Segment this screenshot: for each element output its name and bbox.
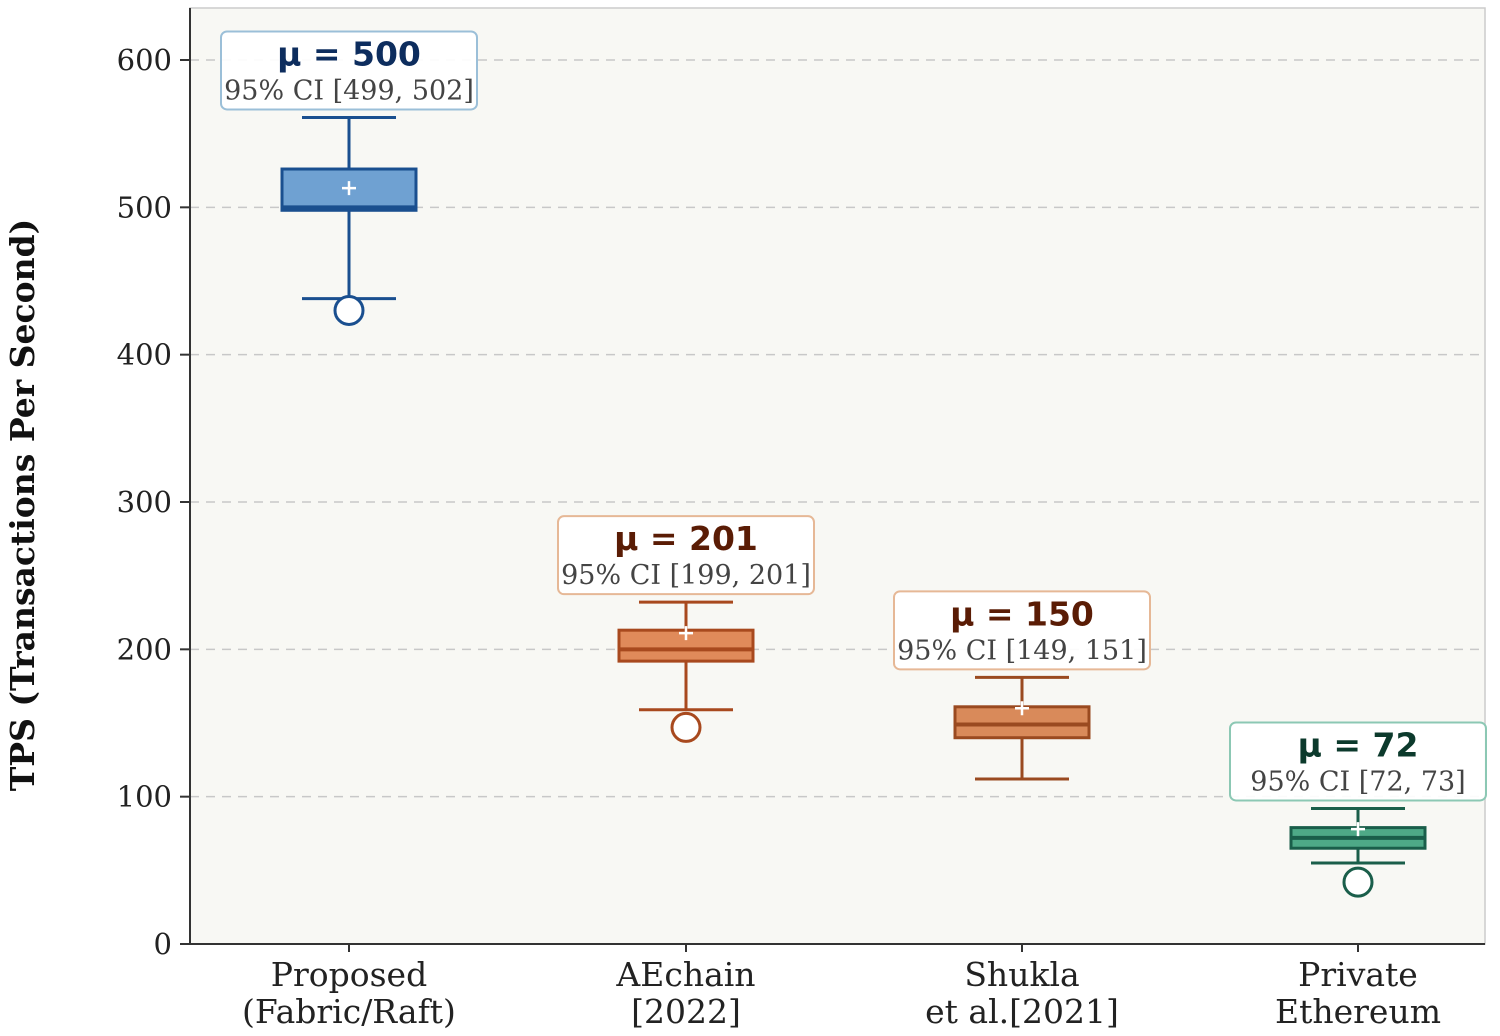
x-axis-labels: Proposed (Fabric/Raft) AEchain [2022] Shukla… bbox=[242, 944, 1441, 1031]
mean-annotation: μ = 201 bbox=[614, 519, 758, 558]
plot-background bbox=[189, 7, 1486, 945]
mean-annotation: μ = 150 bbox=[950, 594, 1094, 633]
mean-annotation: μ = 500 bbox=[277, 34, 421, 73]
annotation-box bbox=[1229, 721, 1487, 802]
mean-marker bbox=[679, 626, 693, 641]
annotation-box bbox=[220, 30, 478, 111]
mean-marker bbox=[342, 181, 356, 196]
ci-annotation: 95% CI [149, 151] bbox=[897, 635, 1147, 666]
y-tick-label: 300 bbox=[117, 485, 172, 519]
ci-annotation: 95% CI [499, 502] bbox=[224, 75, 474, 106]
y-axis-label: TPS (Transactions Per Second) bbox=[3, 219, 42, 792]
outlier-point bbox=[1342, 866, 1374, 898]
y-tick-label: 200 bbox=[117, 632, 172, 666]
x-tick-label: Shukla et al.[2021] bbox=[925, 955, 1119, 1031]
y-tick-label: 600 bbox=[117, 43, 172, 77]
y-axis-ticks: 0 100 200 300 400 500 600 bbox=[117, 43, 190, 961]
mean-annotation: μ = 72 bbox=[1298, 725, 1419, 764]
outlier-point bbox=[670, 711, 702, 743]
annotation-box bbox=[557, 515, 815, 596]
annotation-box bbox=[893, 590, 1151, 671]
mean-marker bbox=[1351, 822, 1365, 837]
y-tick-label: 100 bbox=[117, 780, 172, 814]
x-tick-label: Private Ethereum bbox=[1275, 955, 1441, 1031]
x-tick-label: Proposed (Fabric/Raft) bbox=[242, 955, 456, 1031]
x-tick-label: AEchain [2022] bbox=[615, 955, 755, 1031]
outlier-point bbox=[333, 294, 365, 326]
y-tick-label: 0 bbox=[154, 927, 172, 961]
mean-marker bbox=[1015, 701, 1029, 716]
ci-annotation: 95% CI [199, 201] bbox=[561, 560, 811, 591]
y-tick-label: 400 bbox=[117, 338, 172, 372]
ci-annotation: 95% CI [72, 73] bbox=[1250, 766, 1465, 797]
y-tick-label: 500 bbox=[117, 190, 172, 224]
